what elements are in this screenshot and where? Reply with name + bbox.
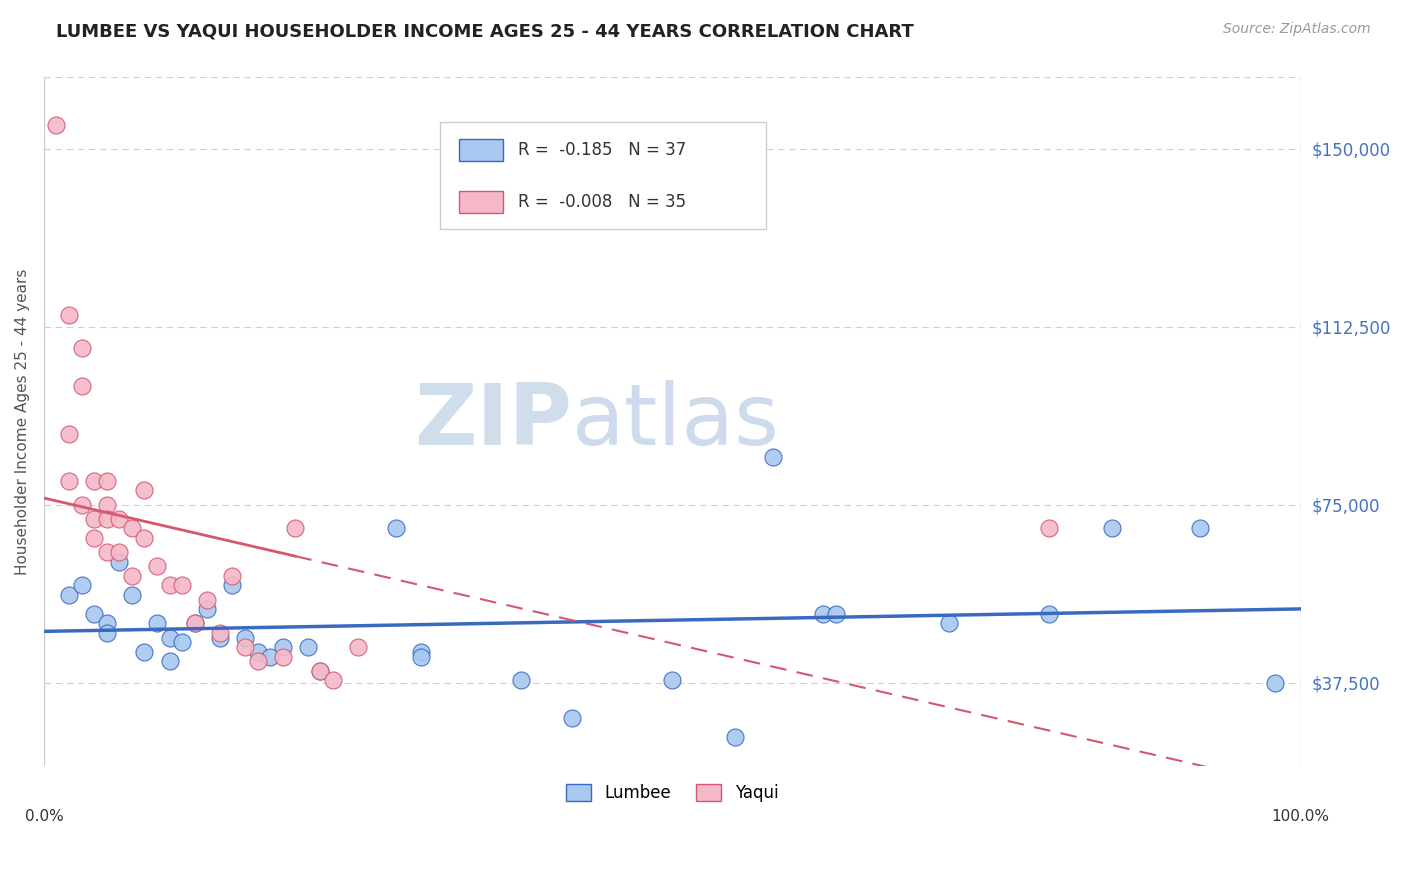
- Point: [409, 645, 432, 659]
- Point: [297, 640, 319, 655]
- Point: [1188, 521, 1211, 535]
- Point: [96, 512, 118, 526]
- Point: [661, 673, 683, 688]
- Text: R =  -0.185   N = 37: R = -0.185 N = 37: [517, 142, 686, 160]
- Point: [96, 545, 118, 559]
- Point: [208, 626, 231, 640]
- Point: [1038, 607, 1060, 621]
- Text: atlas: atlas: [572, 380, 780, 463]
- Point: [183, 616, 205, 631]
- Y-axis label: Householder Income Ages 25 - 44 years: Householder Income Ages 25 - 44 years: [15, 268, 30, 574]
- Point: [83, 474, 105, 488]
- Point: [259, 649, 281, 664]
- Point: [811, 607, 834, 621]
- Point: [58, 588, 80, 602]
- Point: [96, 498, 118, 512]
- FancyBboxPatch shape: [458, 139, 502, 161]
- Point: [108, 555, 131, 569]
- Point: [1101, 521, 1123, 535]
- Point: [510, 673, 533, 688]
- Point: [172, 578, 194, 592]
- Point: [233, 640, 256, 655]
- Text: R =  -0.008   N = 35: R = -0.008 N = 35: [517, 193, 686, 211]
- Point: [70, 578, 93, 592]
- FancyBboxPatch shape: [440, 122, 766, 229]
- Point: [938, 616, 960, 631]
- Point: [561, 711, 583, 725]
- Point: [96, 474, 118, 488]
- Point: [284, 521, 307, 535]
- Text: 100.0%: 100.0%: [1271, 808, 1330, 823]
- Point: [221, 578, 243, 592]
- Point: [246, 645, 269, 659]
- Point: [195, 592, 218, 607]
- Text: Source: ZipAtlas.com: Source: ZipAtlas.com: [1223, 22, 1371, 37]
- Point: [58, 308, 80, 322]
- Legend: Lumbee, Yaqui: Lumbee, Yaqui: [560, 778, 785, 809]
- Point: [58, 474, 80, 488]
- Point: [221, 569, 243, 583]
- Point: [70, 341, 93, 355]
- Point: [70, 379, 93, 393]
- Point: [183, 616, 205, 631]
- Point: [172, 635, 194, 649]
- Point: [134, 645, 156, 659]
- Point: [271, 649, 294, 664]
- Point: [83, 512, 105, 526]
- Point: [146, 616, 169, 631]
- Point: [384, 521, 406, 535]
- Point: [70, 498, 93, 512]
- Point: [246, 654, 269, 668]
- Point: [233, 631, 256, 645]
- Point: [322, 673, 344, 688]
- Point: [45, 118, 67, 132]
- FancyBboxPatch shape: [458, 191, 502, 213]
- Point: [121, 588, 143, 602]
- Point: [134, 531, 156, 545]
- Point: [108, 545, 131, 559]
- Point: [96, 626, 118, 640]
- Point: [134, 483, 156, 498]
- Point: [195, 602, 218, 616]
- Text: ZIP: ZIP: [413, 380, 572, 463]
- Point: [1264, 675, 1286, 690]
- Point: [347, 640, 370, 655]
- Point: [309, 664, 332, 678]
- Text: 0.0%: 0.0%: [24, 808, 63, 823]
- Point: [96, 616, 118, 631]
- Point: [83, 607, 105, 621]
- Point: [159, 631, 181, 645]
- Point: [159, 654, 181, 668]
- Point: [762, 450, 785, 465]
- Point: [121, 569, 143, 583]
- Point: [83, 531, 105, 545]
- Point: [58, 426, 80, 441]
- Point: [121, 521, 143, 535]
- Point: [108, 512, 131, 526]
- Point: [409, 649, 432, 664]
- Point: [208, 631, 231, 645]
- Point: [824, 607, 846, 621]
- Point: [146, 559, 169, 574]
- Point: [159, 578, 181, 592]
- Point: [271, 640, 294, 655]
- Point: [309, 664, 332, 678]
- Text: LUMBEE VS YAQUI HOUSEHOLDER INCOME AGES 25 - 44 YEARS CORRELATION CHART: LUMBEE VS YAQUI HOUSEHOLDER INCOME AGES …: [56, 22, 914, 40]
- Point: [1038, 521, 1060, 535]
- Point: [724, 731, 747, 745]
